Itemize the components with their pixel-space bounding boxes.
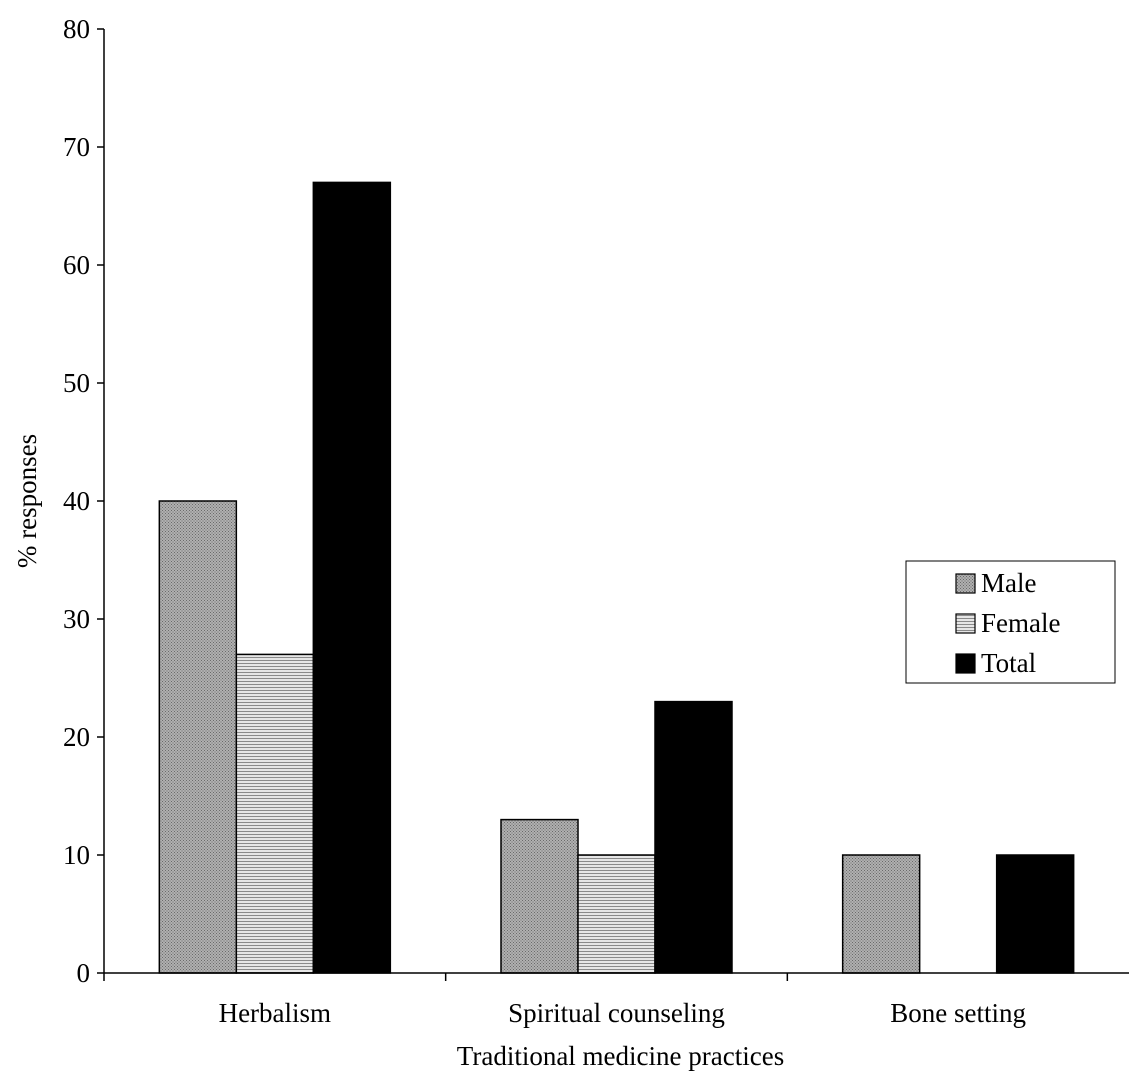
legend: Male Female Total — [905, 560, 1116, 684]
bar-female-1 — [577, 854, 656, 974]
y-tick-label-0: 0 — [77, 958, 91, 988]
legend-label-female: Female — [981, 608, 1060, 638]
x-tick-label-2: Bone setting — [890, 998, 1026, 1028]
y-tick-label-60: 60 — [63, 250, 90, 280]
x-tick-label-1: Spiritual counseling — [508, 998, 725, 1028]
y-tick-label-20: 20 — [63, 722, 90, 752]
bar-male-1 — [500, 818, 579, 974]
bar-female-0 — [235, 653, 315, 974]
legend-swatch-total — [955, 653, 976, 674]
y-tick-label-80: 80 — [63, 14, 90, 44]
bar-total-1 — [654, 700, 733, 974]
y-axis-title: % responses — [12, 434, 42, 568]
plot-area: 0 10 20 30 40 50 60 70 80 Herbalism Spiritual coun… — [63, 14, 1129, 1028]
y-tick-label-30: 30 — [63, 604, 90, 634]
x-tick-label-0: Herbalism — [219, 998, 331, 1028]
bar-male-2 — [841, 854, 921, 974]
bar-total-0 — [312, 181, 392, 974]
y-tick-label-50: 50 — [63, 368, 90, 398]
legend-swatch-female — [955, 613, 976, 634]
legend-label-total: Total — [981, 648, 1036, 678]
legend-swatch-male — [955, 573, 976, 594]
y-tick-label-70: 70 — [63, 132, 90, 162]
legend-box — [905, 560, 1116, 684]
bar-total-2 — [995, 854, 1075, 974]
y-tick-label-40: 40 — [63, 486, 90, 516]
y-tick-label-10: 10 — [63, 840, 90, 870]
legend-label-male: Male — [981, 568, 1036, 598]
bar-male-0 — [158, 500, 238, 974]
x-axis-title: Traditional medicine practices — [457, 1041, 784, 1071]
